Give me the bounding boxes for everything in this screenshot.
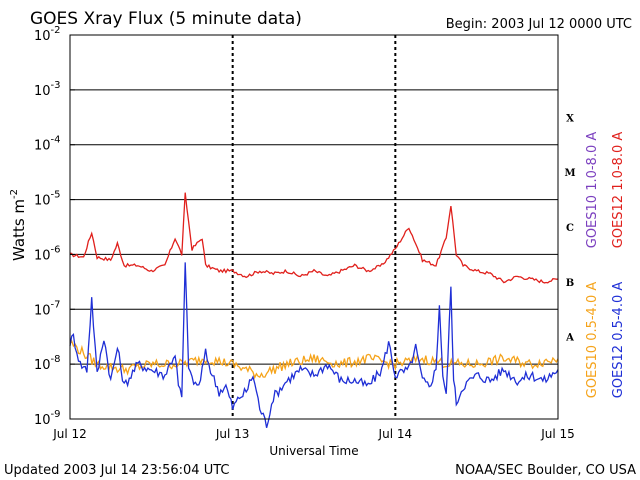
legend-entry: GOES10 0.5-4.0 A — [585, 282, 600, 399]
y-axis-label: Watts m-2 — [9, 189, 28, 261]
day-dividers — [231, 35, 397, 419]
y-tick-label: 10-8 — [34, 354, 61, 373]
flare-class-label: M — [564, 168, 575, 179]
legend-entry: GOES10 1.0-8.0 A — [585, 132, 600, 249]
y-tick-label: 10-2 — [34, 25, 61, 44]
y-tick-label: 10-5 — [34, 190, 61, 209]
series-line — [69, 339, 559, 380]
flare-class-label: A — [565, 333, 574, 344]
series-line — [69, 192, 559, 284]
gridlines — [70, 89, 558, 365]
chart-title: GOES Xray Flux (5 minute data) — [30, 9, 302, 29]
flare-class-label: C — [566, 223, 574, 234]
x-tick-label: Jul 13 — [215, 427, 250, 441]
y-tick-label: 10-7 — [34, 299, 61, 318]
footer-source: NOAA/SEC Boulder, CO USA — [455, 463, 636, 478]
y-tick-labels: 10-2 10-3 10-4 10-5 10-6 10-7 10-8 10-9 — [34, 25, 75, 428]
y-axis-label-base: Watts m — [10, 199, 28, 261]
footer-updated: Updated 2003 Jul 14 23:56:04 UTC — [4, 463, 229, 478]
x-tick-labels: Jul 12 Jul 13 Jul 14 Jul 15 — [52, 427, 575, 441]
legend-entry: GOES12 0.5-4.0 A — [611, 282, 626, 399]
flare-class-labels: X M C B A — [564, 113, 575, 343]
y-tick-label: 10-4 — [34, 135, 61, 154]
legend-entry: GOES12 1.0-8.0 A — [611, 132, 626, 249]
legend: GOES10 1.0-8.0 A GOES12 1.0-8.0 A GOES10 0… — [585, 132, 626, 399]
begin-label: Begin: 2003 Jul 12 0000 UTC — [446, 17, 632, 32]
series-line — [69, 262, 559, 428]
plot-frame — [69, 34, 559, 420]
y-tick-label: 10-9 — [34, 409, 61, 428]
x-tick-label: Jul 12 — [52, 427, 87, 441]
flare-class-label: B — [566, 278, 574, 289]
x-axis-label: Universal Time — [269, 444, 358, 458]
y-tick-label: 10-3 — [34, 80, 61, 99]
flare-class-label: X — [566, 113, 574, 124]
y-tick-label: 10-6 — [34, 244, 61, 263]
y-axis-label-exp: -2 — [9, 189, 20, 199]
x-tick-label: Jul 15 — [540, 427, 575, 441]
x-tick-label: Jul 14 — [378, 427, 413, 441]
series-layer — [69, 192, 559, 428]
